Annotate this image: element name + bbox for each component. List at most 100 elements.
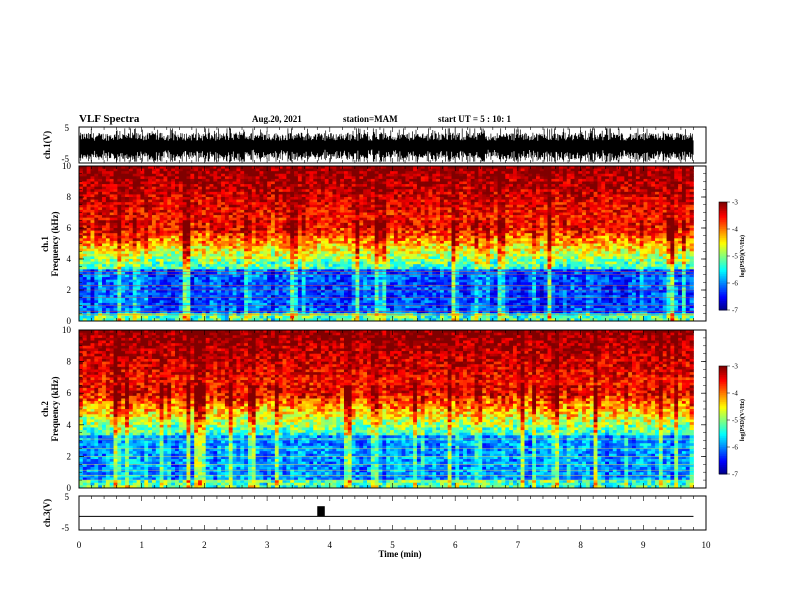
spectrogram-cell xyxy=(128,253,134,257)
spectrogram-cell xyxy=(305,197,310,200)
spectrogram-cell xyxy=(224,274,230,278)
spectrogram-cell xyxy=(240,251,245,255)
spectrogram-cell xyxy=(236,186,241,190)
spectrogram-cell xyxy=(332,209,337,213)
spectrogram-cell xyxy=(313,178,318,182)
spectrogram-cell xyxy=(259,197,264,200)
spectrogram-cell xyxy=(159,246,164,250)
spectrogram-cell xyxy=(301,197,306,200)
spectrogram-cell xyxy=(351,287,356,291)
spectrogram-cell xyxy=(382,225,387,229)
spectrogram-cell xyxy=(79,266,84,270)
spectrogram-cell xyxy=(332,197,337,200)
spectrogram-cell xyxy=(198,204,203,208)
spectrogram-cell xyxy=(313,197,318,200)
spectrogram-cell xyxy=(98,259,103,262)
spectrogram-cell xyxy=(340,171,345,175)
spectrogram-cell xyxy=(194,189,199,193)
spectrogram-cell xyxy=(198,253,203,257)
spectrogram-cell xyxy=(128,178,134,182)
spectrogram-cell xyxy=(320,318,326,322)
spectrogram-cell xyxy=(217,238,222,242)
spectrogram-cell xyxy=(224,300,230,304)
spectrogram-cell xyxy=(148,243,153,247)
spectrogram-cell xyxy=(363,230,368,234)
spectrogram-cell xyxy=(186,191,191,195)
spectrogram-cell xyxy=(317,310,322,314)
spectrogram-cell xyxy=(297,217,303,221)
spectrogram-cell xyxy=(336,189,341,193)
spectrogram-cell xyxy=(255,264,260,268)
spectrogram-cell xyxy=(186,256,191,260)
spectrogram-cell xyxy=(340,228,345,231)
spectrogram-cell xyxy=(151,238,157,242)
spectrogram-cell xyxy=(228,269,234,273)
spectrogram-cell xyxy=(382,204,387,208)
spectrogram-cell xyxy=(155,287,161,291)
spectrogram-cell xyxy=(198,246,203,250)
spectrogram-cell xyxy=(382,251,387,255)
spectrogram-cell xyxy=(263,295,268,299)
spectrogram-cell xyxy=(259,184,264,188)
spectrogram-cell xyxy=(182,222,187,226)
spectrogram-cell xyxy=(240,220,245,224)
spectrogram-cell xyxy=(228,235,234,239)
spectrogram-cell xyxy=(297,318,303,322)
spectrogram-cell xyxy=(378,292,383,296)
spectrogram-cell xyxy=(194,292,199,296)
spectrogram-cell xyxy=(313,184,318,188)
spectrogram-cell xyxy=(282,204,287,208)
spectrogram-cell xyxy=(309,300,314,304)
spectrogram-cell xyxy=(217,271,222,275)
spectrogram-cell xyxy=(343,243,349,247)
spectrogram-cell xyxy=(148,225,153,229)
spectrogram-cell xyxy=(121,168,126,172)
spectrogram-cell xyxy=(171,176,176,180)
spectrogram-cell xyxy=(151,199,157,203)
spectrogram-cell xyxy=(317,248,322,252)
spectrogram-cell xyxy=(363,181,368,185)
spectrogram-cell xyxy=(136,295,141,299)
spectrogram-cell xyxy=(90,305,95,309)
spectrogram-cell xyxy=(94,302,99,306)
spectrogram-cell xyxy=(151,264,157,268)
spectrogram-cell xyxy=(140,217,145,221)
spectrogram-cell xyxy=(109,315,114,319)
spectrogram-cell xyxy=(125,300,130,304)
spectrogram-cell xyxy=(313,222,318,226)
spectrogram-cell xyxy=(240,212,245,216)
spectrogram-cell xyxy=(324,246,330,250)
spectrogram-cell xyxy=(286,246,291,250)
spectrogram-cell xyxy=(244,197,249,200)
spectrogram-cell xyxy=(347,225,353,229)
spectrogram-cell xyxy=(228,238,234,242)
spectrogram-cell xyxy=(217,315,222,319)
spectrogram-cell xyxy=(336,310,341,314)
spectrogram-cell xyxy=(324,310,330,314)
spectrogram-cell xyxy=(121,274,126,278)
spectrogram-cell xyxy=(132,191,138,195)
spectrogram-cell xyxy=(363,277,368,281)
spectrogram-cell xyxy=(86,178,91,182)
spectrogram-cell xyxy=(182,191,187,195)
spectrogram-cell xyxy=(251,220,257,224)
spectrogram-cell xyxy=(251,207,257,211)
spectrogram-cell xyxy=(178,171,184,175)
spectrogram-cell xyxy=(313,194,318,198)
spectrogram-cell xyxy=(213,315,218,319)
spectrogram-cell xyxy=(201,266,207,270)
spectrogram-cell xyxy=(247,181,253,185)
spectrogram-cell xyxy=(328,284,333,288)
spectrogram-cell xyxy=(236,181,241,185)
spectrogram-cell xyxy=(213,171,218,175)
spectrogram-cell xyxy=(240,279,245,283)
spectrogram-cell xyxy=(313,225,318,229)
spectrogram-cell xyxy=(386,290,391,293)
spectrogram-cell xyxy=(259,266,264,270)
spectrogram-cell xyxy=(224,166,230,169)
spectrogram-cell xyxy=(224,178,230,182)
spectrogram-cell xyxy=(224,243,230,247)
spectrogram-cell xyxy=(79,225,84,229)
spectrogram-cell xyxy=(221,197,226,200)
spectrogram-cell xyxy=(332,279,337,283)
